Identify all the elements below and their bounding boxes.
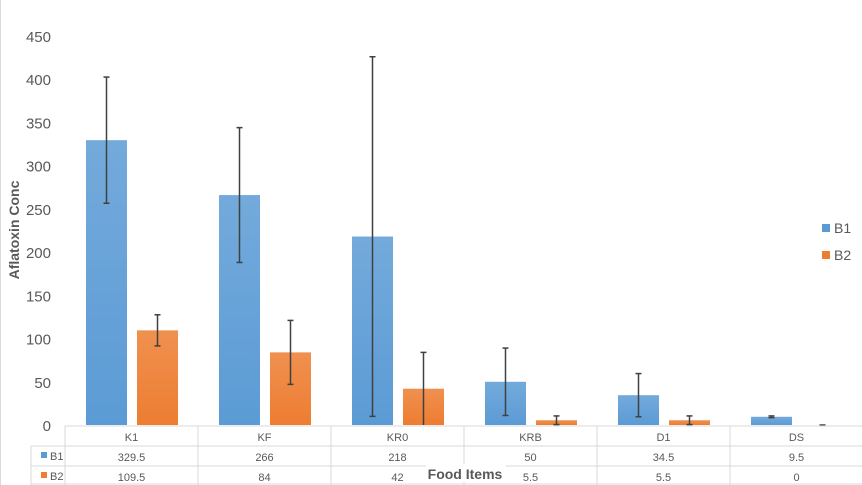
y-tick-label: 400 [26,72,51,89]
y-axis-title: Aflatoxin Conc [6,180,22,279]
data-table-value: 34.5 [653,452,674,464]
data-table-value: 329.5 [118,452,146,464]
legend-key-B2 [822,251,830,259]
data-table-value: 84 [258,472,270,484]
data-table-value: 218 [388,452,406,464]
data-table-value: 5.5 [656,472,671,484]
legend-key-B1 [822,224,830,232]
data-table-value: 109.5 [118,472,146,484]
y-tick-label: 50 [34,375,51,392]
y-tick-label: 250 [26,202,51,219]
y-tick-label: 300 [26,159,51,176]
table-series-label: B1 [50,451,63,463]
category-label: D1 [656,432,670,444]
category-label: KR0 [387,432,408,444]
legend-label: B1 [834,220,851,236]
bar-B1-DS [751,416,792,425]
y-tick-label: 100 [26,332,51,349]
data-table-value: 50 [524,452,536,464]
data-table-value: 42 [391,472,403,484]
y-tick-label: 150 [26,288,51,305]
y-tick-label: 0 [43,418,51,435]
data-table-value: 5.5 [523,472,538,484]
category-label: K1 [125,432,138,444]
table-series-label: B2 [50,471,63,483]
x-axis-title: Food Items [428,466,503,482]
category-label: DS [789,432,804,444]
table-legend-key [41,472,47,478]
y-tick-label: 350 [26,115,51,132]
x-title-bg [426,464,506,482]
data-table-value: 0 [793,472,799,484]
category-label: KF [257,432,271,444]
data-table-value: 9.5 [789,452,804,464]
category-label: KRB [519,432,542,444]
y-tick-label: 200 [26,245,51,262]
y-tick-label: 450 [26,29,51,46]
data-table-value: 266 [255,452,273,464]
legend-label: B2 [834,247,851,263]
table-legend-key [41,452,47,458]
